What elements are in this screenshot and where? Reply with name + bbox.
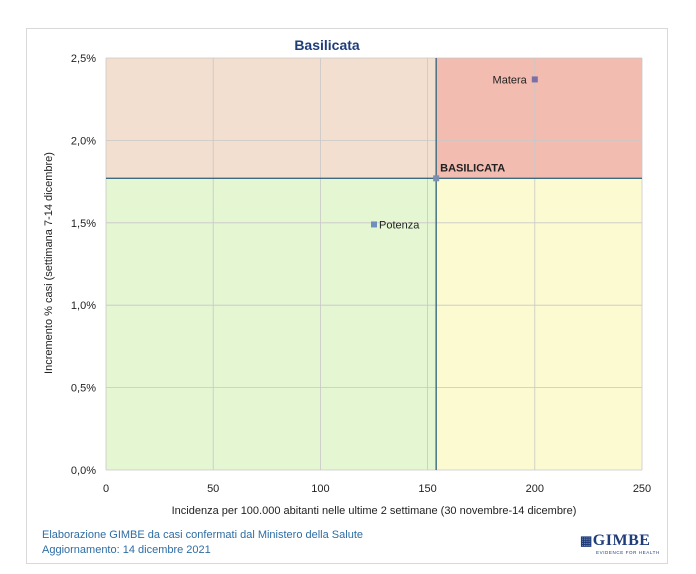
data-point	[531, 76, 538, 83]
quadrant-top-left	[106, 58, 437, 179]
chart-title: Basilicata	[294, 37, 360, 53]
y-tick-label: 0,5%	[71, 383, 96, 395]
y-tick-labels: 0,0% 0,5% 1,0% 1,5% 2,0% 2,5%	[71, 53, 96, 477]
footer-update: Aggiornamento: 14 dicembre 2021	[42, 544, 211, 556]
x-tick-label: 0	[103, 483, 109, 495]
quadrant-top-right	[436, 58, 642, 179]
logo-tagline: EVIDENCE FOR HEALTH	[596, 550, 660, 555]
footer-source: Elaborazione GIMBE da casi confermati da…	[42, 529, 363, 541]
quadrant-backgrounds	[106, 58, 642, 470]
data-point-label: Matera	[493, 74, 528, 86]
logo-wordmark: ▦GIMBE	[580, 532, 651, 549]
quadrant-bottom-right	[436, 178, 642, 470]
y-tick-label: 0,0%	[71, 465, 96, 477]
x-axis-label: Incidenza per 100.000 abitanti nelle ult…	[172, 505, 577, 517]
x-tick-label: 50	[207, 483, 219, 495]
data-points: Matera BASILICATA Potenza	[371, 74, 538, 231]
data-point	[371, 221, 377, 228]
footer: Elaborazione GIMBE da casi confermati da…	[42, 528, 363, 558]
logo-mark-icon: ▦	[580, 533, 593, 548]
x-tick-label: 100	[311, 483, 329, 495]
gridlines	[105, 57, 643, 471]
y-tick-label: 2,5%	[71, 53, 96, 65]
x-tick-label: 250	[633, 483, 651, 495]
y-tick-label: 2,0%	[71, 135, 96, 147]
quadrant-bottom-left	[106, 178, 437, 470]
x-tick-label: 200	[526, 483, 544, 495]
y-tick-label: 1,5%	[71, 218, 96, 230]
reference-lines	[106, 58, 642, 470]
y-axis-label: Incremento % casi (settimana 7-14 dicemb…	[43, 152, 55, 374]
data-point-label: BASILICATA	[440, 162, 505, 174]
data-point-label: Potenza	[379, 219, 420, 231]
y-tick-label: 1,0%	[71, 300, 96, 312]
gimbe-logo: ▦GIMBE EVIDENCE FOR HEALTH	[580, 532, 659, 558]
x-tick-labels: 0 50 100 150 200 250	[103, 483, 651, 495]
data-point	[433, 175, 440, 182]
x-tick-label: 150	[418, 483, 436, 495]
